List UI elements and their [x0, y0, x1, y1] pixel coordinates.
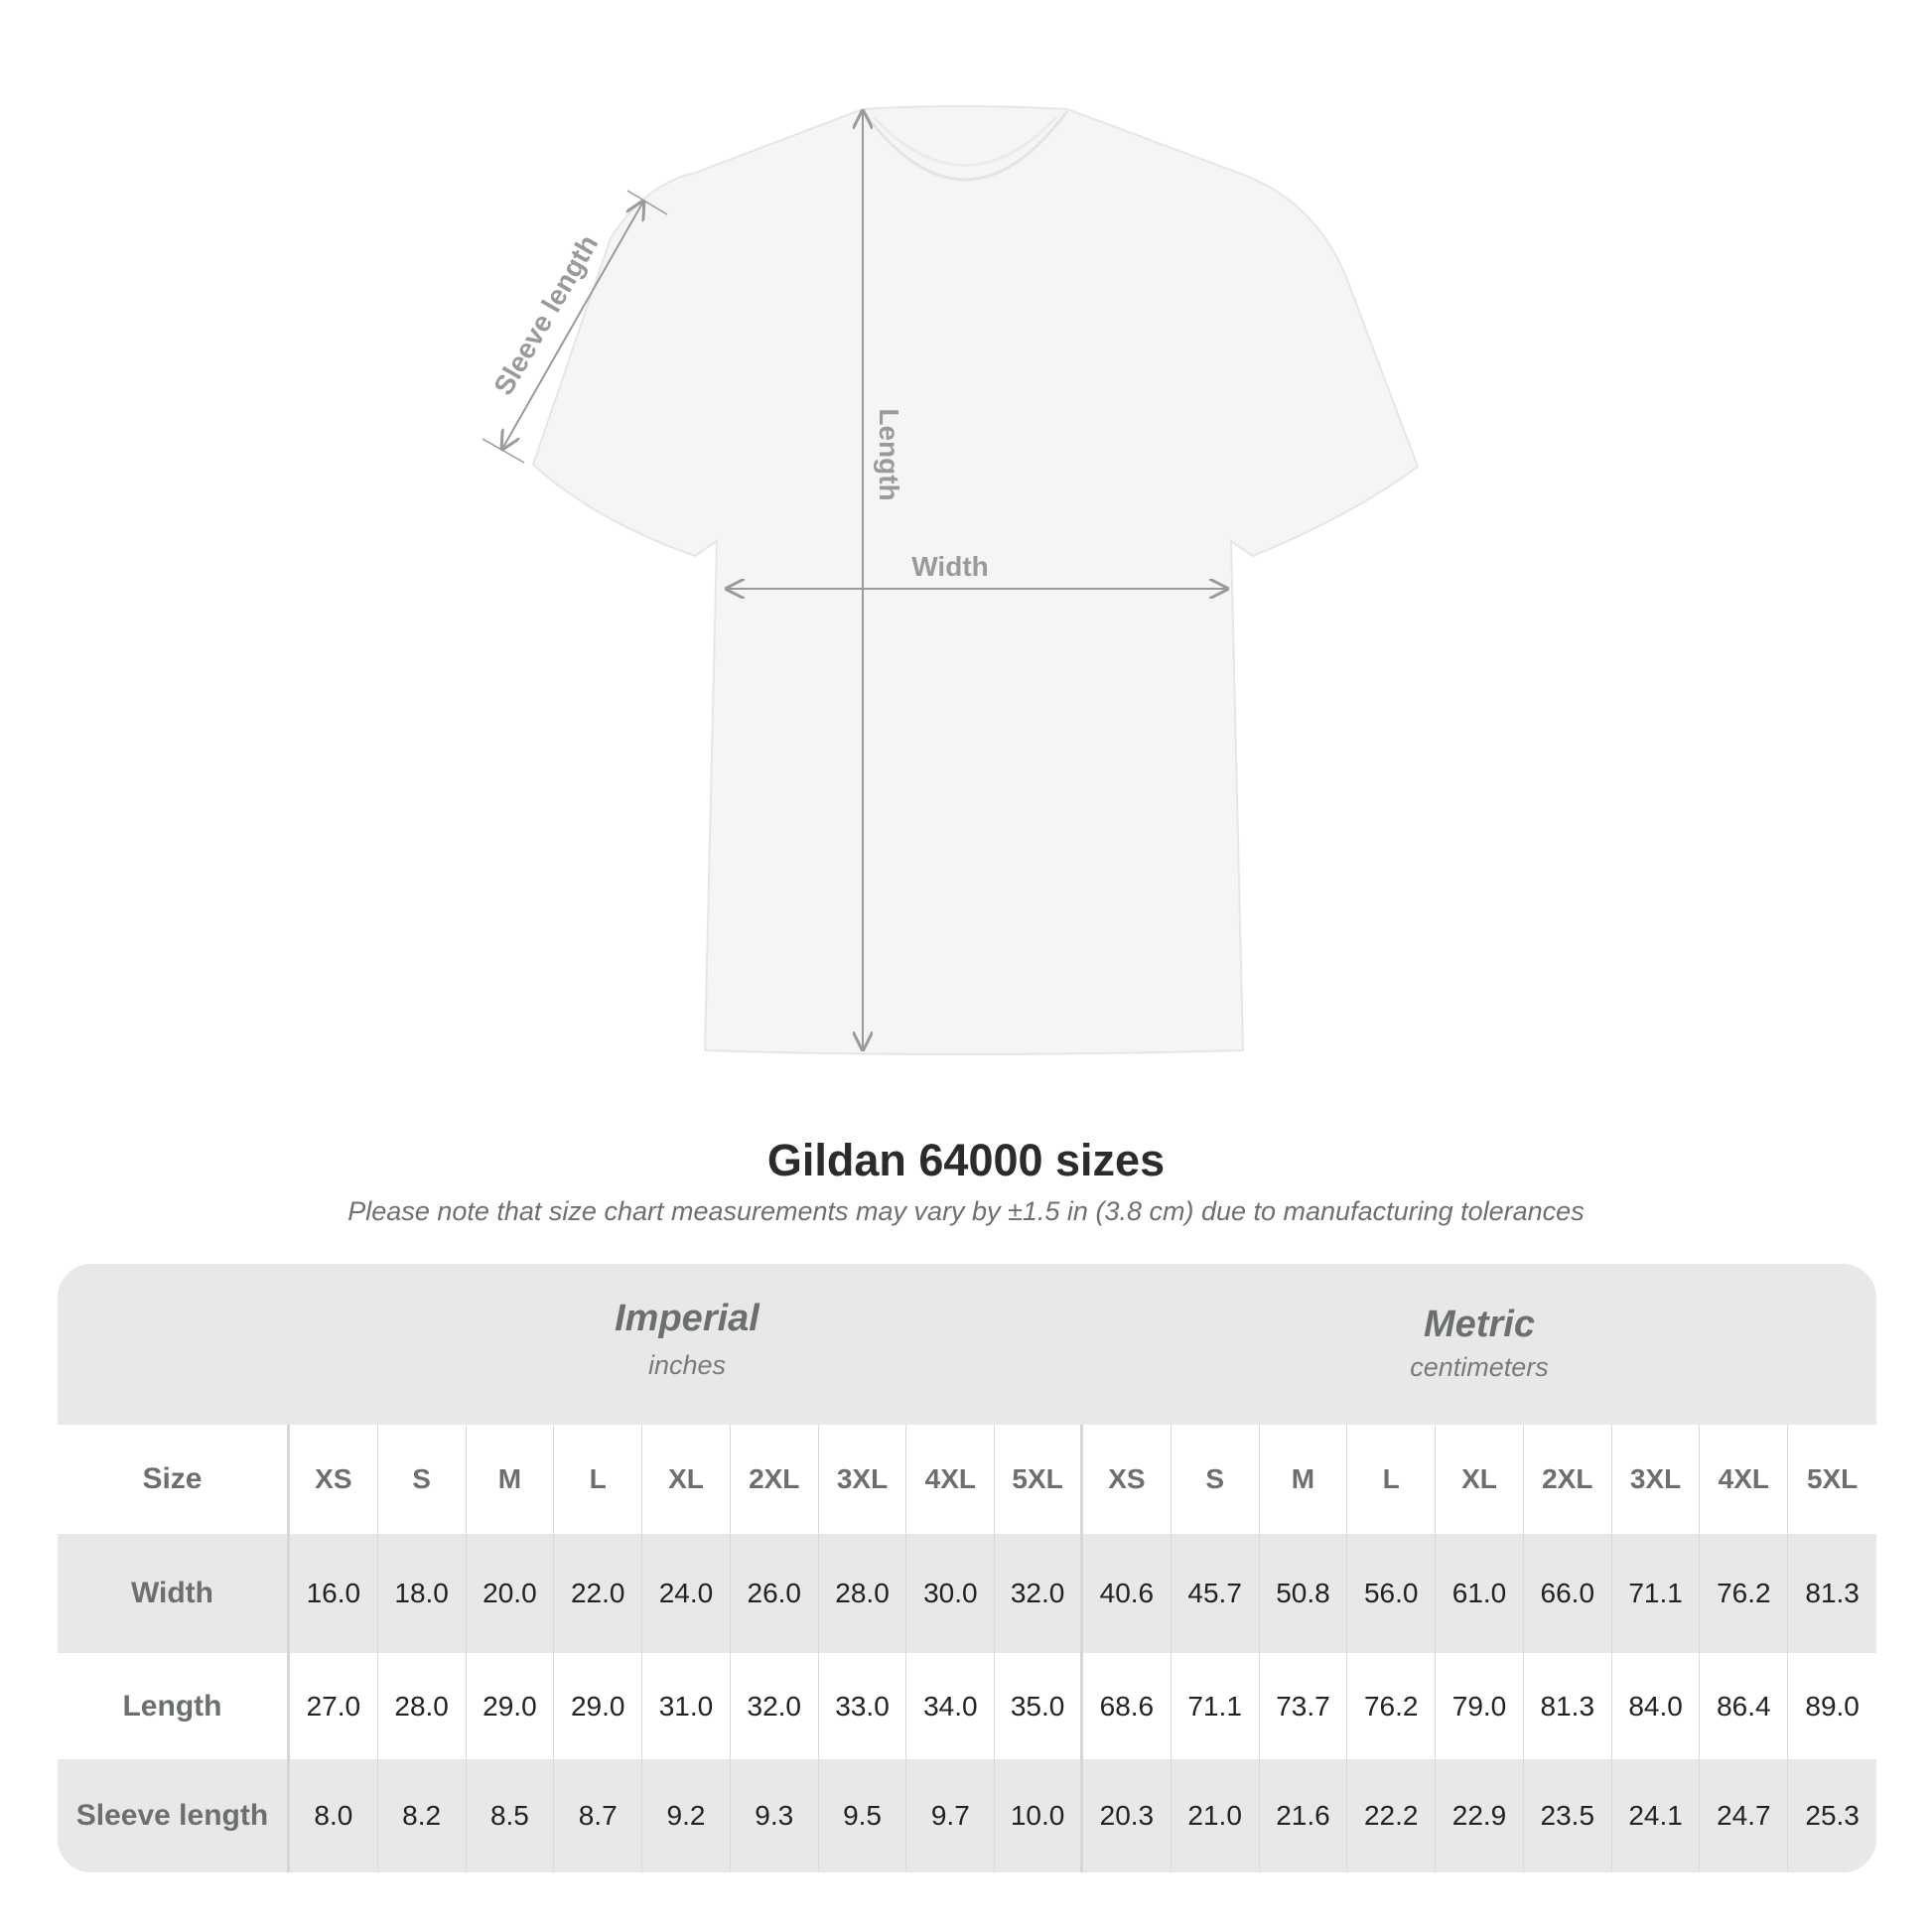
metric-size-header: L — [1347, 1425, 1437, 1534]
metric-cell: 50.8 — [1260, 1534, 1348, 1653]
metric-cell: 23.5 — [1524, 1759, 1612, 1872]
imperial-size-header: S — [378, 1425, 467, 1534]
metric-unit: centimeters — [1410, 1352, 1549, 1382]
imperial-size-header: M — [467, 1425, 555, 1534]
imperial-size-header: 5XL — [995, 1425, 1083, 1534]
imperial-cell: 22.0 — [554, 1534, 643, 1653]
table-row: Length 27.0 28.0 29.0 29.0 31.0 32.0 33.0 34.0 35… — [58, 1653, 1876, 1759]
metric-cell: 73.7 — [1260, 1653, 1348, 1759]
imperial-unit: inches — [647, 1350, 727, 1380]
imperial-header: Imperial inches — [290, 1264, 1084, 1425]
metric-cell: 66.0 — [1524, 1534, 1612, 1653]
imperial-cell: 20.0 — [467, 1534, 555, 1653]
tshirt-diagram: Length Width Sleeve length — [482, 105, 1420, 1055]
imperial-size-header: XS — [290, 1425, 378, 1534]
imperial-cell: 9.7 — [906, 1759, 996, 1872]
page-title: Gildan 64000 sizes — [766, 1135, 1166, 1185]
metric-cell: 21.6 — [1260, 1759, 1348, 1872]
metric-cell: 86.4 — [1700, 1653, 1789, 1759]
metric-cell: 71.1 — [1612, 1534, 1701, 1653]
imperial-cell: 29.0 — [467, 1653, 555, 1759]
table-row: Width 16.0 18.0 20.0 22.0 24.0 26.0 28.0 30.0 32.… — [58, 1534, 1876, 1653]
metric-cell: 22.9 — [1436, 1759, 1524, 1872]
width-label: Width — [911, 551, 989, 582]
metric-size-header: 4XL — [1700, 1425, 1789, 1534]
metric-cell: 22.2 — [1347, 1759, 1437, 1872]
row-label: Width — [58, 1534, 290, 1653]
row-label: Sleeve length — [58, 1759, 290, 1872]
row-label: Length — [58, 1653, 290, 1759]
metric-cell: 56.0 — [1347, 1534, 1437, 1653]
metric-cell: 81.3 — [1524, 1653, 1612, 1759]
metric-cell: 71.1 — [1172, 1653, 1260, 1759]
imperial-cell: 24.0 — [642, 1534, 731, 1653]
sleeve-tick-bottom — [482, 438, 525, 464]
metric-size-header: M — [1260, 1425, 1348, 1534]
imperial-cell: 9.2 — [642, 1759, 731, 1872]
collar — [861, 110, 1069, 182]
imperial-size-header: L — [554, 1425, 643, 1534]
imperial-cell: 32.0 — [995, 1534, 1083, 1653]
metric-size-header: 5XL — [1806, 1463, 1859, 1494]
sleeve-arrow — [502, 202, 643, 449]
imperial-cell: 8.7 — [554, 1759, 643, 1872]
imperial-cell: 10.0 — [995, 1759, 1083, 1872]
imperial-size-header: 3XL — [819, 1425, 907, 1534]
metric-cell: 61.0 — [1436, 1534, 1524, 1653]
metric-size-header: XL — [1436, 1425, 1524, 1534]
imperial-cell: 8.0 — [290, 1759, 378, 1872]
imperial-cell: 32.0 — [731, 1653, 819, 1759]
metric-cell: 45.7 — [1172, 1534, 1260, 1653]
row-label: Size — [58, 1425, 290, 1534]
imperial-cell: 8.2 — [378, 1759, 467, 1872]
metric-cell: 20.3 — [1083, 1759, 1172, 1872]
metric-cell: 24.7 — [1700, 1759, 1789, 1872]
metric-cell: 24.1 — [1612, 1759, 1701, 1872]
metric-cell: 21.0 — [1172, 1759, 1260, 1872]
imperial-cell: 31.0 — [642, 1653, 731, 1759]
imperial-cell: 33.0 — [819, 1653, 907, 1759]
imperial-cell: 27.0 — [290, 1653, 378, 1759]
metric-cell: 79.0 — [1436, 1653, 1524, 1759]
metric-size-header: S — [1172, 1425, 1260, 1534]
imperial-size-header: 4XL — [906, 1425, 996, 1534]
size-table: Imperial inches Metric centimeters Size X… — [58, 1264, 1876, 1872]
metric-cell: 76.2 — [1700, 1534, 1789, 1653]
imperial-cell: 34.0 — [906, 1653, 996, 1759]
metric-cell: 40.6 — [1083, 1534, 1172, 1653]
imperial-cell: 9.5 — [819, 1759, 907, 1872]
imperial-cell: 26.0 — [731, 1534, 819, 1653]
table-row: Sleeve length 8.0 8.2 8.5 8.7 9.2 9.3 9.5 9.7 10.… — [58, 1759, 1876, 1872]
metric-cell: 76.2 — [1347, 1653, 1437, 1759]
metric-size-header: 3XL — [1612, 1425, 1701, 1534]
metric-cell: 68.6 — [1083, 1653, 1172, 1759]
imperial-cell: 9.3 — [731, 1759, 819, 1872]
metric-size-header: XS — [1083, 1425, 1172, 1534]
metric-cell: 81.3 — [1805, 1578, 1860, 1608]
imperial-size-header: XL — [642, 1425, 731, 1534]
length-label: Length — [874, 408, 904, 500]
imperial-cell: 18.0 — [378, 1534, 467, 1653]
metric-cell: 84.0 — [1612, 1653, 1701, 1759]
collar-inner — [872, 115, 1058, 167]
imperial-cell: 28.0 — [819, 1534, 907, 1653]
metric-size-header: 2XL — [1524, 1425, 1612, 1534]
imperial-title: Imperial — [615, 1298, 759, 1339]
sleeve-tick-top — [626, 190, 668, 215]
imperial-cell: 16.0 — [290, 1534, 378, 1653]
imperial-cell: 8.5 — [467, 1759, 555, 1872]
imperial-cell: 29.0 — [554, 1653, 643, 1759]
metric-header: Metric centimeters — [1082, 1264, 1876, 1425]
metric-title: Metric — [1424, 1304, 1535, 1345]
metric-cell: 25.3 — [1805, 1800, 1860, 1831]
tolerance-note: Please note that size chart measurements… — [347, 1196, 1585, 1226]
header-row: Size XS S M L XL 2XL 3XL 4XL 5XL XS S M L XL 2XL 3XL 4XL 5… — [58, 1425, 1876, 1534]
imperial-size-header: 2XL — [731, 1425, 819, 1534]
imperial-cell: 30.0 — [906, 1534, 996, 1653]
metric-cell: 89.0 — [1805, 1690, 1860, 1722]
imperial-cell: 35.0 — [995, 1653, 1083, 1759]
imperial-cell: 28.0 — [378, 1653, 467, 1759]
